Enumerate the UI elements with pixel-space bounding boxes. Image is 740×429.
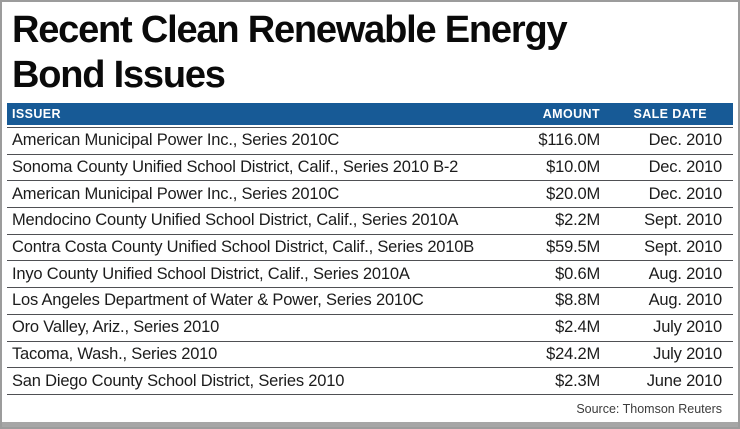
sale-date-cell: Sept. 2010: [644, 238, 722, 257]
table-row: Oro Valley, Ariz., Series 2010 $2.4M Jul…: [7, 315, 733, 342]
column-header-amount: AMOUNT: [542, 107, 600, 121]
bottom-accent-bar: [2, 422, 738, 427]
table-row: Sonoma County Unified School District, C…: [7, 155, 733, 182]
amount-cell: $20.0M: [546, 184, 600, 203]
amount-cell: $24.2M: [546, 344, 600, 363]
sale-date-cell: Sept. 2010: [644, 211, 722, 230]
table-header-bar: ISSUER AMOUNT SALE DATE: [7, 103, 733, 125]
issuer-cell: Sonoma County Unified School District, C…: [12, 158, 459, 177]
issuer-cell: American Municipal Power Inc., Series 20…: [12, 184, 340, 203]
table-row: Contra Costa County Unified School Distr…: [7, 235, 733, 262]
table-row: Mendocino County Unified School District…: [7, 208, 733, 235]
amount-cell: $2.4M: [555, 318, 600, 337]
table-row: American Municipal Power Inc., Series 20…: [7, 128, 733, 155]
table-row: San Diego County School District, Series…: [7, 368, 733, 395]
table-row: Tacoma, Wash., Series 2010 $24.2M July 2…: [7, 342, 733, 369]
page-title: Recent Clean Renewable Energy Bond Issue…: [7, 2, 733, 103]
issuer-cell: Contra Costa County Unified School Distr…: [12, 238, 475, 257]
issuer-cell: Oro Valley, Ariz., Series 2010: [12, 318, 220, 337]
page-title-line2: Bond Issues: [12, 54, 226, 96]
issuer-cell: Los Angeles Department of Water & Power,…: [12, 291, 424, 310]
sale-date-cell: Aug. 2010: [648, 291, 723, 310]
sale-date-cell: Dec. 2010: [648, 184, 723, 203]
amount-cell: $0.6M: [555, 264, 600, 283]
sale-date-cell: July 2010: [653, 344, 722, 363]
page-title-line1: Recent Clean Renewable Energy: [12, 9, 568, 51]
issuer-cell: Inyo County Unified School District, Cal…: [12, 264, 410, 283]
amount-cell: $116.0M: [538, 131, 600, 150]
table-body: American Municipal Power Inc., Series 20…: [7, 127, 733, 395]
table-row: Los Angeles Department of Water & Power,…: [7, 288, 733, 315]
amount-cell: $8.8M: [555, 291, 600, 310]
sale-date-cell: July 2010: [653, 318, 722, 337]
sale-date-cell: Dec. 2010: [648, 131, 723, 150]
sale-date-cell: June 2010: [646, 371, 722, 390]
amount-cell: $2.3M: [555, 371, 600, 390]
column-header-sale-date: SALE DATE: [633, 107, 707, 121]
amount-cell: $59.5M: [546, 238, 600, 257]
sale-date-cell: Aug. 2010: [648, 264, 723, 283]
table-row: American Municipal Power Inc., Series 20…: [7, 181, 733, 209]
issuer-cell: Mendocino County Unified School District…: [12, 211, 459, 230]
amount-cell: $2.2M: [555, 211, 600, 230]
issuer-cell: Tacoma, Wash., Series 2010: [12, 344, 218, 363]
amount-cell: $10.0M: [546, 158, 600, 177]
sale-date-cell: Dec. 2010: [648, 158, 723, 177]
content-area: Recent Clean Renewable Energy Bond Issue…: [7, 2, 733, 422]
issuer-cell: San Diego County School District, Series…: [12, 371, 345, 390]
source-attribution: Source: Thomson Reuters: [576, 401, 722, 416]
issuer-cell: American Municipal Power Inc., Series 20…: [12, 131, 340, 150]
column-header-issuer: ISSUER: [12, 107, 61, 121]
table-row: Inyo County Unified School District, Cal…: [7, 261, 733, 289]
